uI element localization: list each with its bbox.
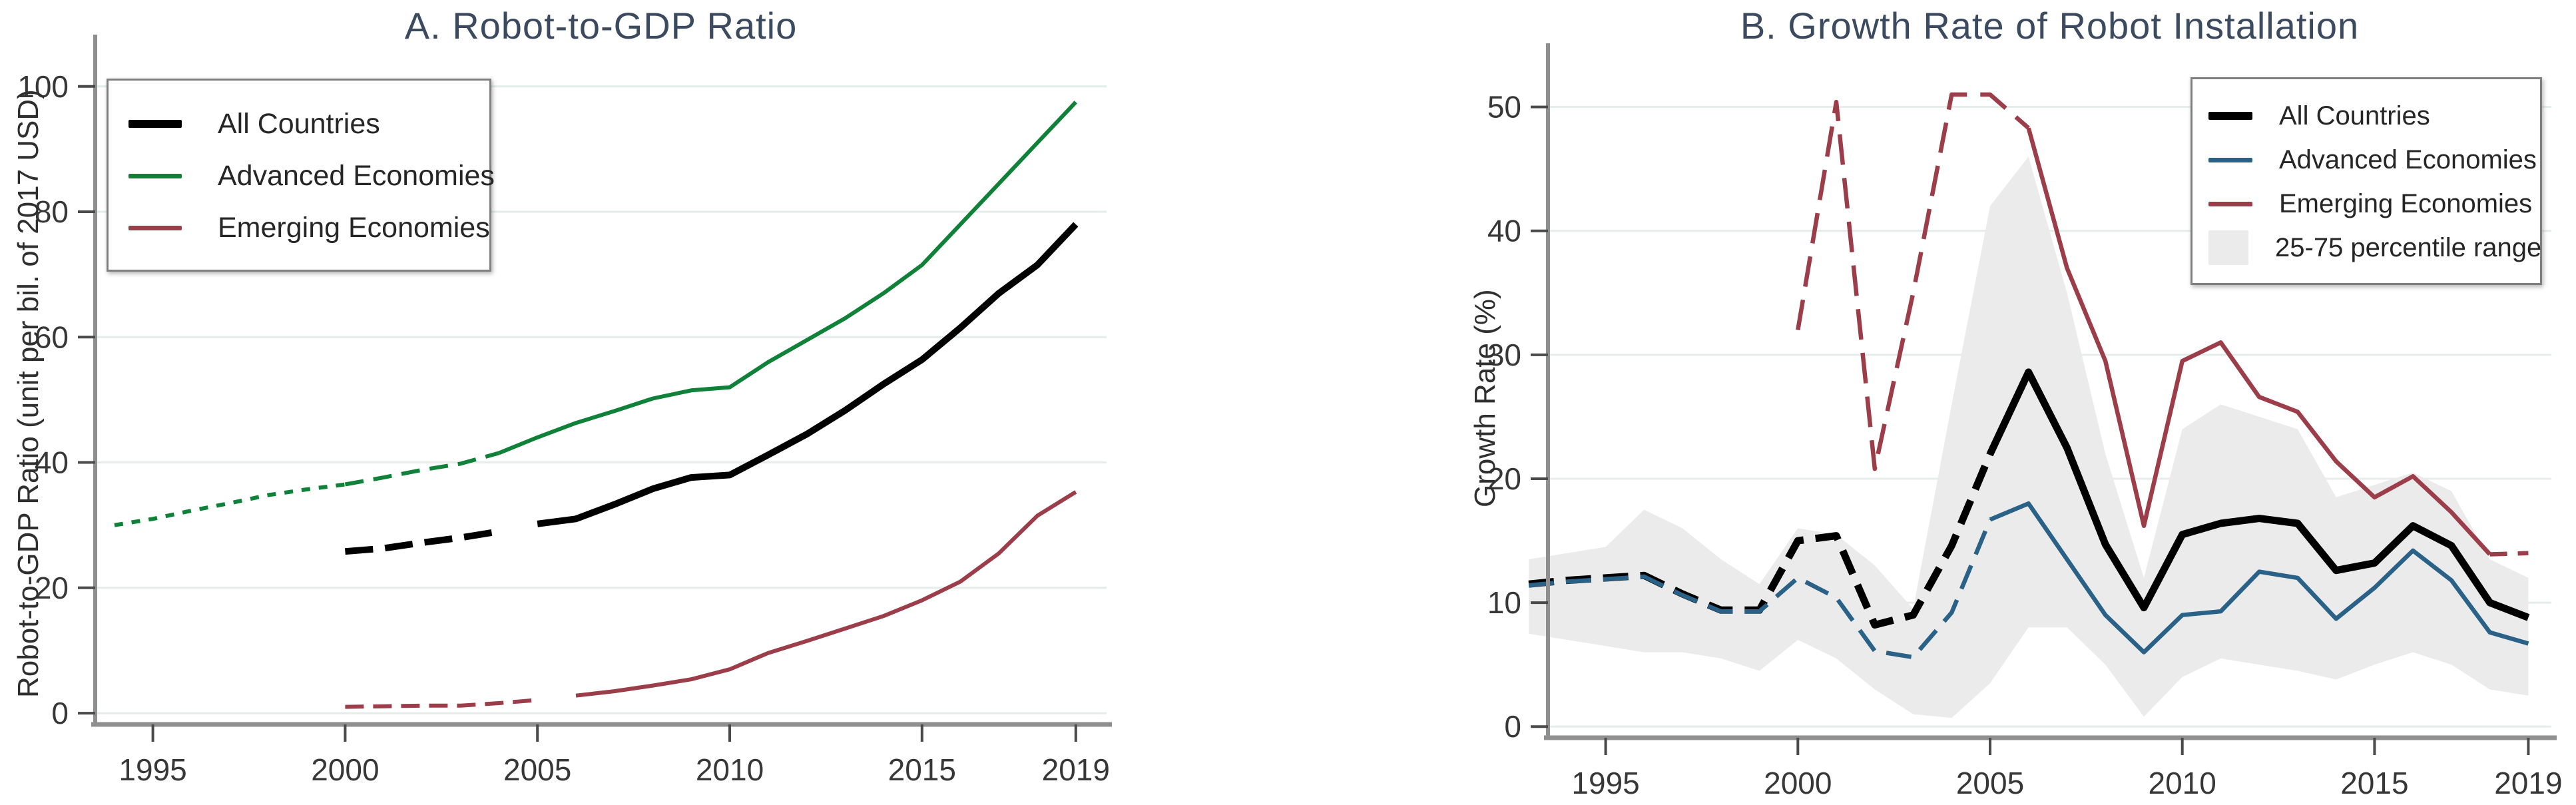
- series-advanced-economies: [498, 101, 1077, 455]
- y-tick-label: 0: [1504, 709, 1521, 744]
- series-all-countries: [537, 222, 1079, 527]
- series-advanced-economies: [1989, 501, 2529, 655]
- legend-label: All Countries: [218, 107, 380, 140]
- legend-label: All Countries: [2279, 101, 2430, 131]
- y-tick-label: 50: [1487, 90, 1521, 125]
- legend-label: Emerging Economies: [218, 211, 490, 244]
- y-tick-label: 100: [17, 69, 69, 104]
- series-emerging-economies: [2026, 127, 2492, 556]
- panel-a-y-axis-label: Robot-to-GDP Ratio (unit per bil. of 201…: [12, 89, 45, 698]
- series-advanced-economies: [114, 482, 346, 527]
- y-tick-label: 80: [35, 194, 69, 229]
- x-tick-label: 2005: [1956, 766, 2024, 800]
- legend-label: Advanced Economies: [218, 159, 495, 192]
- x-tick-label: 2019: [2494, 766, 2562, 800]
- percentile-range-swatch: [2208, 230, 2248, 265]
- legend-item-percentile-range: 25-75 percentile range: [2208, 226, 2541, 270]
- y-tick-label: 20: [1487, 461, 1521, 496]
- legend-label: 25-75 percentile range: [2275, 232, 2542, 262]
- x-tick-label: 2015: [888, 752, 956, 787]
- x-tick-label: 2005: [503, 752, 571, 787]
- legend-label: Emerging Economies: [2279, 188, 2533, 218]
- x-tick-label: 2010: [2149, 766, 2216, 800]
- legend-item-advanced-economies: Advanced Economies: [2208, 138, 2537, 182]
- series-emerging-economies: [345, 698, 538, 709]
- advanced-economies-line-swatch: [2208, 157, 2252, 162]
- all-countries-line-swatch: [129, 120, 182, 128]
- legend-label: Advanced Economies: [2279, 144, 2537, 174]
- x-tick-label: 2000: [311, 752, 379, 787]
- series-advanced-economies: [1528, 519, 1993, 660]
- y-tick-label: 40: [35, 445, 69, 480]
- y-tick-label: 0: [51, 696, 69, 730]
- panel-b: 0 10 20 30 40 50 1995 2000 2005 2010 2015 2019 B. G…: [1425, 0, 2576, 805]
- series-emerging-economies: [2489, 551, 2529, 557]
- y-tick-label: 10: [1487, 585, 1521, 620]
- legend-item-advanced-economies: Advanced Economies: [129, 150, 495, 202]
- legend-item-all-countries: All Countries: [2208, 94, 2529, 138]
- y-tick-label: 20: [35, 571, 69, 605]
- panel-a-title: A. Robot-to-GDP Ratio: [404, 5, 798, 47]
- series-emerging-economies: [1796, 92, 2030, 471]
- panel-b-plot: 0 10 20 30 40 50 1995 2000 2005 2010 2015 2019: [1487, 43, 2563, 800]
- emerging-economies-line-swatch: [2208, 201, 2252, 206]
- legend-item-all-countries: All Countries: [129, 98, 476, 150]
- x-tick-label: 2019: [1042, 752, 1110, 787]
- series-emerging-economies: [575, 490, 1077, 698]
- series-all-countries: [344, 528, 500, 555]
- panel-b-legend: All Countries Advanced Economies Emergin…: [2190, 77, 2542, 285]
- series-advanced-economies: [344, 451, 500, 487]
- all-countries-line-swatch: [2208, 112, 2252, 120]
- panel-a: 0 20 40 60 80 100 1995 2000 2005 2010 2015 2019 A. …: [0, 0, 1185, 805]
- panel-a-legend: All Countries Advanced Economies Emergin…: [107, 79, 495, 272]
- emerging-economies-line-swatch: [129, 225, 182, 230]
- x-tick-label: 2015: [2340, 766, 2408, 800]
- y-tick-label: 30: [1487, 338, 1521, 372]
- y-tick-label: 60: [35, 320, 69, 354]
- x-tick-label: 1995: [119, 752, 186, 787]
- panel-b-title: B. Growth Rate of Robot Installation: [1740, 5, 2360, 47]
- legend-item-emerging-economies: Emerging Economies: [2208, 182, 2533, 226]
- advanced-economies-line-swatch: [129, 173, 182, 178]
- panel-b-y-axis-label: Growth Rate (%): [1469, 289, 1501, 507]
- x-tick-label: 2000: [1764, 766, 1832, 800]
- x-tick-label: 2010: [696, 752, 764, 787]
- x-tick-label: 1995: [1571, 766, 1639, 800]
- legend-item-emerging-economies: Emerging Economies: [129, 202, 490, 254]
- series-all-countries: [1987, 368, 2530, 621]
- y-tick-label: 40: [1487, 214, 1521, 248]
